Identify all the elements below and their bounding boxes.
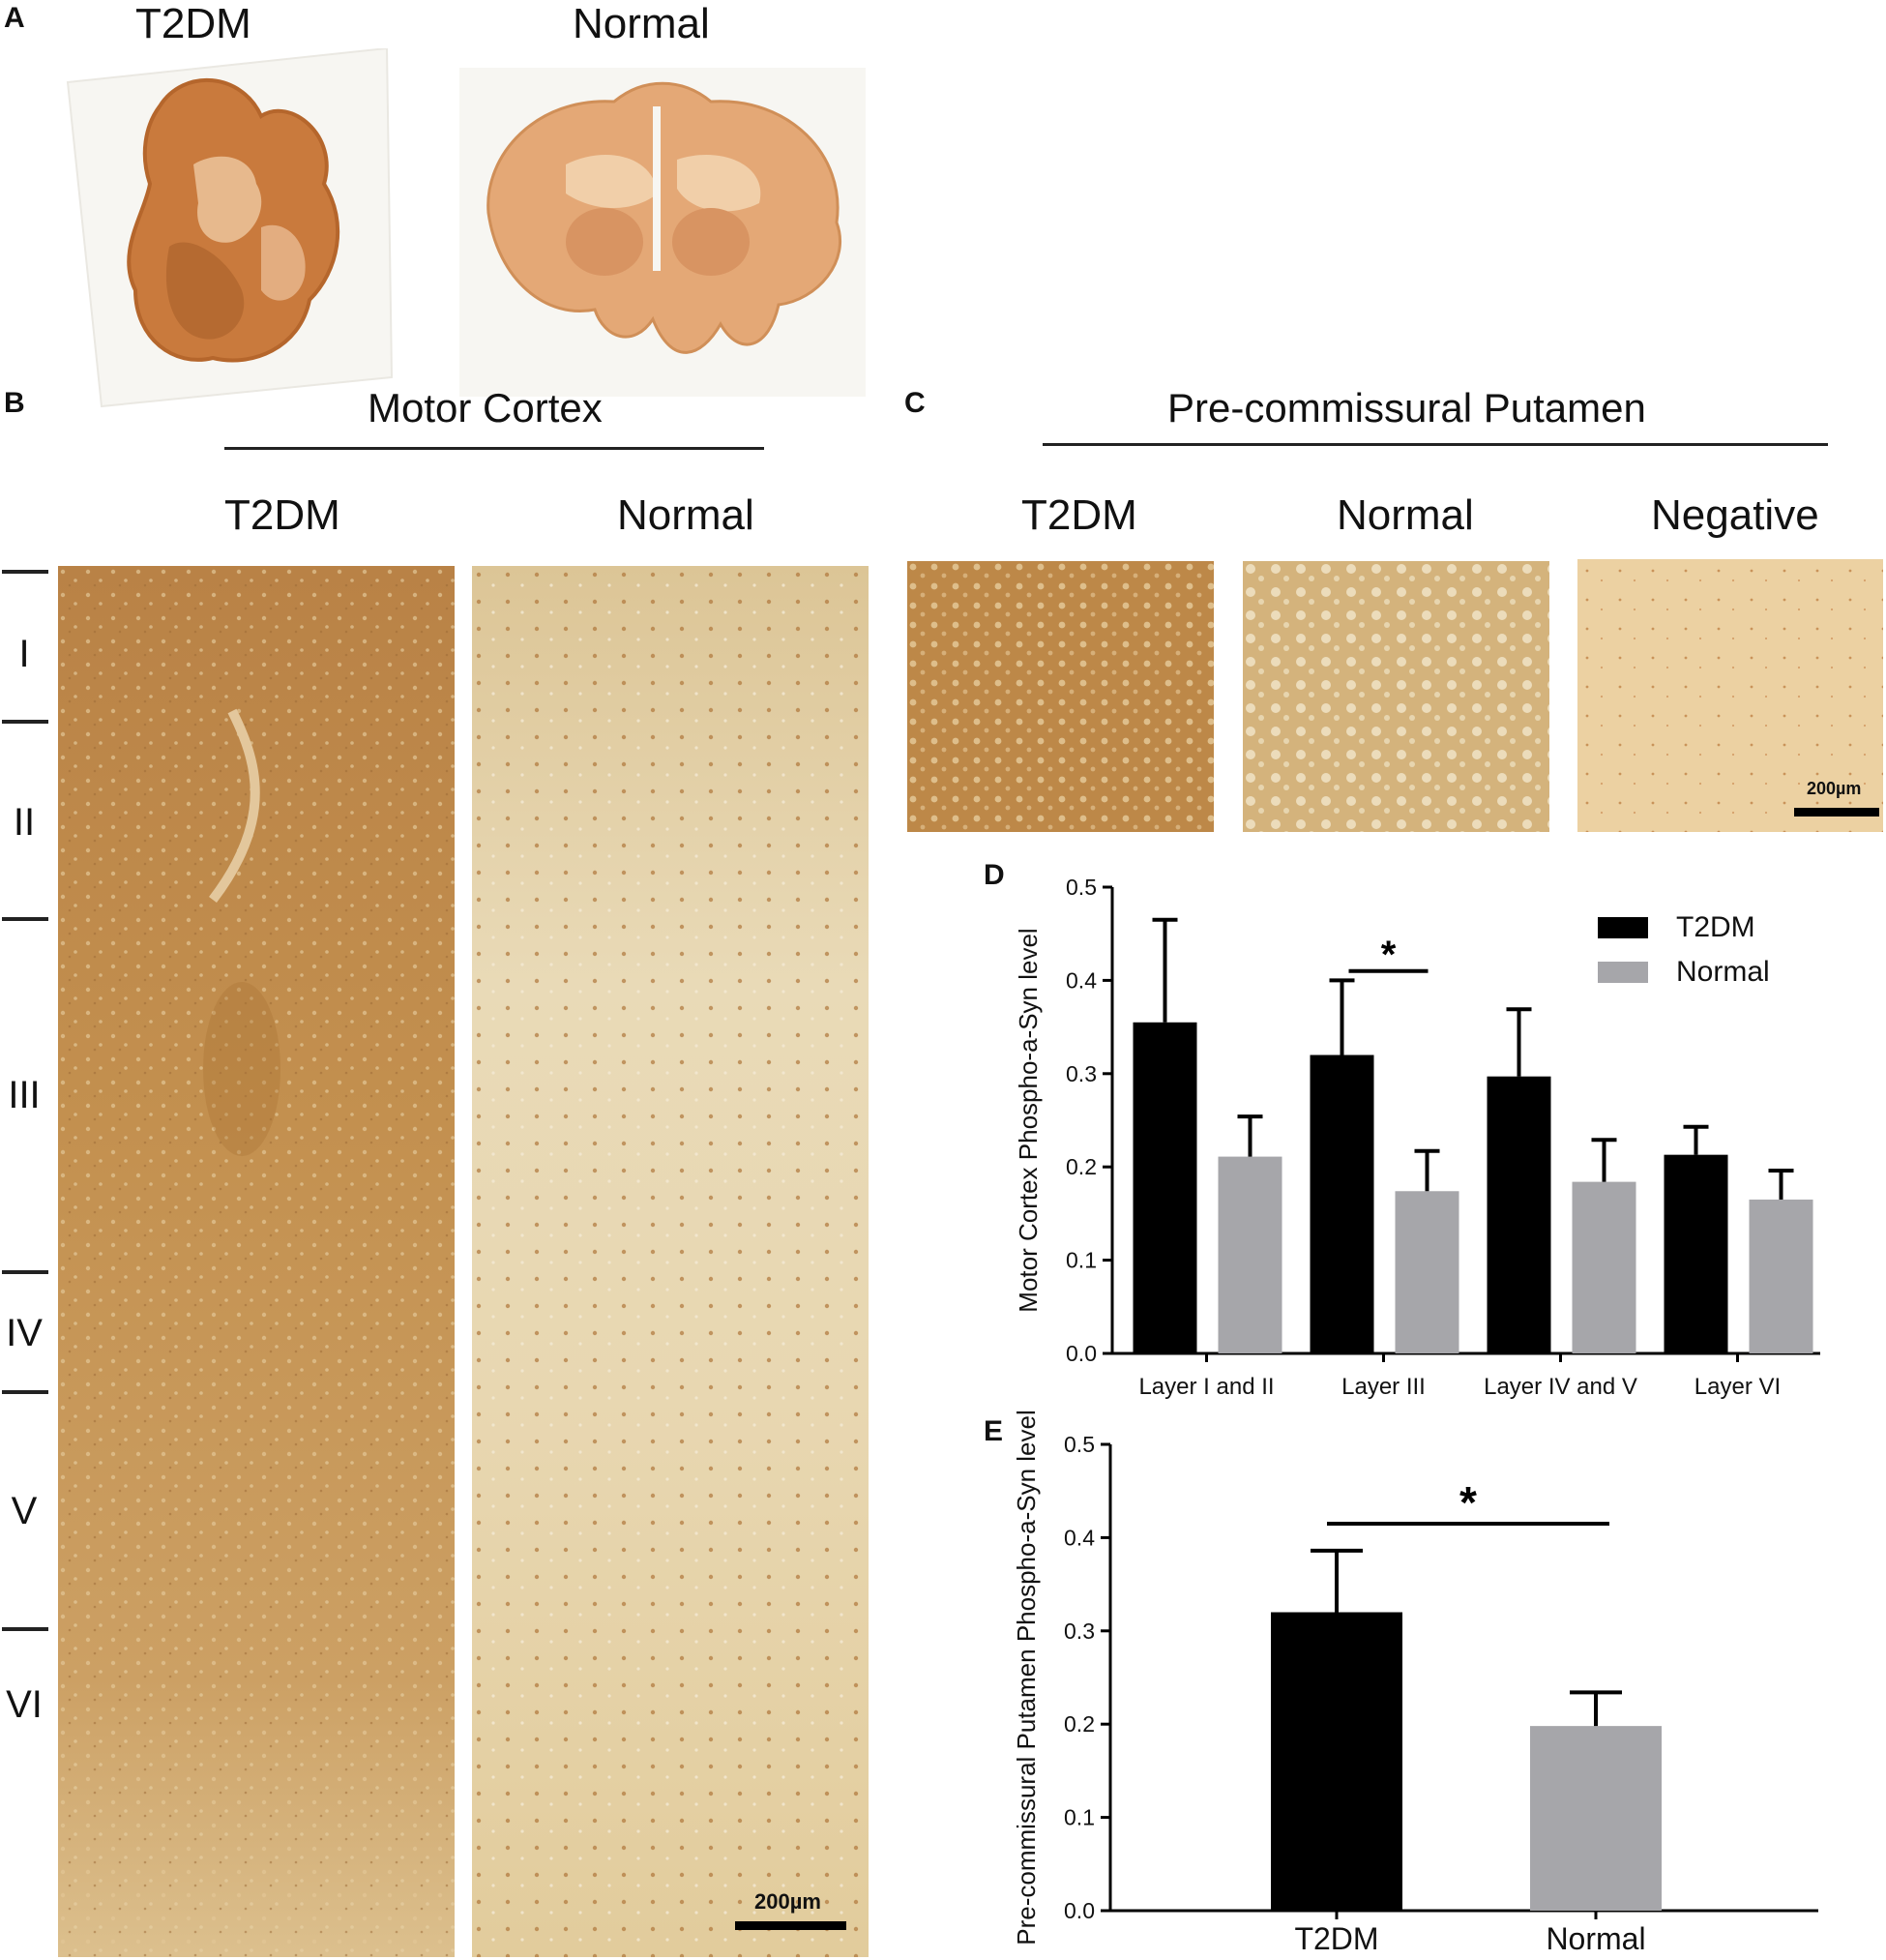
layer-boundary-tick [2,570,48,574]
panel-d-x-tick-label: Layer IV and V [1484,1374,1637,1400]
panel-d-bar-normal [1395,1191,1459,1353]
panel-e-x-tick-label: Normal [1546,1921,1645,1956]
panel-d-x-tick-label: Layer III [1341,1374,1426,1400]
layer-boundary-tick [2,1270,48,1274]
panel-e-y-tick-label: 0.3 [1064,1618,1095,1644]
panel-b-title-rule [224,447,764,450]
brain-section-normal-image [459,68,866,397]
panel-e-bar-t2dm [1271,1612,1402,1911]
panel-e-bar-normal [1530,1726,1662,1911]
panel-e-label: E [984,1415,1004,1447]
panel-d-bar-t2dm [1664,1154,1728,1353]
panel-d-y-tick-label: 0.5 [1066,875,1097,900]
panel-c-title-rule [1043,443,1828,446]
panel-d-chart: 0.0 0.1 0.2 0.3 0.4 0.5 Motor Cortex Phospho-a… [1014,875,1820,1400]
putamen-normal-micrograph [1243,561,1549,832]
panel-d-legend-swatch-t2dm [1598,917,1648,938]
panel-b-col-t2dm: T2DM [224,491,340,539]
layer-label-iii: III [8,1074,41,1116]
panel-e-y-axis-label: Pre-commissural Putamen Phospho-a-Syn le… [1012,1410,1041,1945]
panel-d-y-tick-label: 0.2 [1066,1154,1097,1179]
layer-boundary-tick [2,917,48,921]
panel-d-y-tick-label: 0.3 [1066,1061,1097,1086]
panel-d-y-tick-label: 0.1 [1066,1248,1097,1273]
panel-d-y-tick-label: 0.0 [1066,1341,1097,1366]
panel-e-y-tick-label: 0.2 [1064,1711,1095,1737]
panel-b-scale-bar [735,1921,846,1930]
panel-c-col-normal: Normal [1337,491,1474,539]
putamen-negative-micrograph [1577,559,1883,832]
panel-d-bar-t2dm [1310,1054,1374,1353]
panel-d-legend-label: T2DM [1676,911,1755,943]
motor-cortex-normal-micrograph [472,566,869,1957]
layer-boundary-tick [2,1627,48,1631]
panel-d-y-tick-label: 0.4 [1066,967,1097,993]
panel-c-col-t2dm: T2DM [1021,491,1137,539]
layer-boundary-tick [2,1390,48,1394]
panel-b-scale-label: 200µm [754,1889,821,1914]
panel-d-label: D [984,859,1005,891]
layer-label-ii: II [13,801,36,844]
panel-d-bar-normal [1218,1156,1282,1353]
panel-e-chart: 0.0 0.1 0.2 0.3 0.4 0.5 Pre-commissural Putame… [1012,1410,1818,1956]
putamen-t2dm-micrograph [907,561,1214,832]
panel-e-significance-star: * [1459,1477,1477,1528]
panel-c-label: C [904,387,926,419]
panel-d-x-tick-label: Layer VI [1694,1374,1781,1400]
layer-label-v: V [11,1490,38,1532]
panel-d-bar-normal [1572,1181,1636,1353]
panel-b-title: Motor Cortex [368,385,603,431]
layer-label-i: I [18,633,30,675]
panel-a-title-t2dm: T2DM [135,0,251,47]
layer-label-iv: IV [6,1312,43,1354]
panel-d-significance-star: * [1381,934,1397,976]
panel-d-legend-swatch-normal [1598,962,1648,983]
panel-a-title-normal: Normal [573,0,710,47]
panel-d-bar-t2dm [1133,1022,1197,1353]
brain-section-t2dm-image [66,48,394,408]
panel-e-y-tick-label: 0.4 [1064,1525,1095,1550]
layer-label-vi: VI [6,1683,43,1726]
panel-d-bar-t2dm [1487,1076,1551,1353]
panel-a-label: A [4,2,25,34]
panel-e-y-tick-label: 0.0 [1064,1898,1095,1923]
panel-d-bar-normal [1749,1199,1813,1353]
panel-c-col-negative: Negative [1651,491,1819,539]
motor-cortex-t2dm-micrograph [58,566,455,1957]
panel-e-y-tick-label: 0.5 [1064,1432,1095,1457]
panel-c-title: Pre-commissural Putamen [1167,385,1646,431]
panel-d-y-axis-label: Motor Cortex Phospho-a-Syn level [1014,928,1043,1312]
layer-boundary-tick [2,720,48,724]
panel-c-scale-label: 200µm [1807,779,1862,798]
panel-e-y-tick-label: 0.1 [1064,1805,1095,1830]
panel-b-col-normal: Normal [617,491,754,539]
panel-b-label: B [4,387,25,419]
panel-d-x-tick-label: Layer I and II [1138,1374,1274,1400]
panel-d-legend-label: Normal [1676,956,1770,988]
panel-e-x-tick-label: T2DM [1294,1921,1378,1956]
panel-c-scale-bar [1794,808,1879,817]
